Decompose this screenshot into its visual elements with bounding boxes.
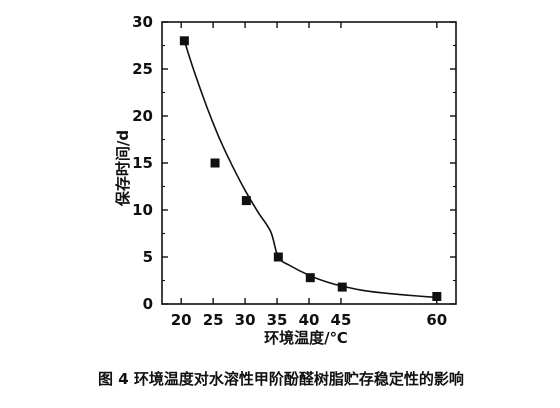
figure-caption: 图 4 环境温度对水溶性甲阶酚醛树脂贮存稳定性的影响 bbox=[98, 370, 464, 388]
plot-frame bbox=[161, 21, 457, 305]
plot-area bbox=[161, 21, 457, 305]
x-axis-title: 环境温度/℃ bbox=[264, 329, 348, 347]
data-point-6 bbox=[337, 282, 347, 292]
x-tick-label-35: 35 bbox=[267, 311, 288, 329]
fit-curve bbox=[183, 40, 437, 299]
x-tick-label-60: 60 bbox=[426, 311, 447, 329]
y-tick-label-25: 25 bbox=[132, 60, 153, 78]
axis-ticks: 0 5 10 15 20 25 30 20 25 30 35 40 45 60 bbox=[132, 13, 456, 329]
y-tick-label-20: 20 bbox=[132, 107, 153, 125]
data-marks bbox=[179, 36, 442, 301]
y-tick-label-30: 30 bbox=[132, 13, 153, 31]
y-tick-label-15: 15 bbox=[132, 154, 153, 172]
x-tick-label-20: 20 bbox=[171, 311, 192, 329]
data-point-1 bbox=[179, 36, 189, 46]
data-point-2 bbox=[210, 158, 220, 168]
y-tick-label-5: 5 bbox=[143, 248, 153, 266]
y-axis-title: 保存时间/d bbox=[114, 130, 132, 207]
y-tick-label-10: 10 bbox=[132, 201, 153, 219]
data-point-7 bbox=[432, 291, 442, 301]
x-tick-label-45: 45 bbox=[331, 311, 352, 329]
data-point-3 bbox=[241, 196, 251, 206]
data-point-4 bbox=[273, 252, 283, 262]
x-tick-label-30: 30 bbox=[235, 311, 256, 329]
x-tick-label-40: 40 bbox=[299, 311, 320, 329]
x-tick-label-25: 25 bbox=[203, 311, 224, 329]
data-point-5 bbox=[305, 273, 315, 283]
y-tick-label-0: 0 bbox=[143, 295, 153, 313]
